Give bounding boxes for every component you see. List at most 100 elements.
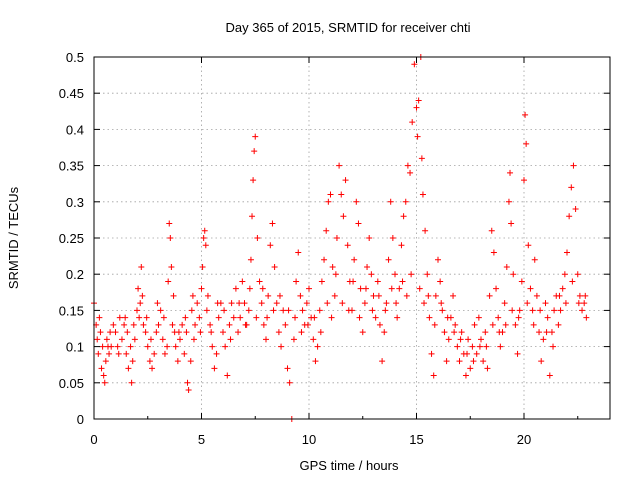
data-point-marker [509, 307, 516, 314]
data-point-marker [529, 307, 536, 314]
data-point-marker [97, 329, 104, 336]
data-point-marker [297, 292, 304, 299]
data-point-marker [276, 292, 283, 299]
data-point-marker [203, 307, 210, 314]
data-point-marker [550, 343, 557, 350]
data-point-marker [424, 271, 431, 278]
data-point-marker [214, 300, 221, 307]
data-point-marker [227, 336, 234, 343]
data-point-marker [184, 379, 191, 386]
data-point-marker [444, 314, 451, 321]
data-point-marker [155, 321, 162, 328]
data-point-marker [480, 358, 487, 365]
data-point-marker [339, 300, 346, 307]
data-point-marker [271, 263, 278, 270]
data-point-marker [221, 307, 228, 314]
data-point-marker [353, 198, 360, 205]
data-point-marker [437, 278, 444, 285]
data-point-marker [209, 343, 216, 350]
data-point-marker [441, 329, 448, 336]
data-point-marker [149, 365, 156, 372]
data-point-marker [299, 307, 306, 314]
data-point-marker [122, 314, 129, 321]
data-point-marker [259, 285, 266, 292]
data-point-marker [368, 271, 375, 278]
data-point-marker [253, 314, 260, 321]
data-point-marker [159, 336, 166, 343]
y-tick-label: 0.2 [66, 267, 84, 282]
data-point-marker [359, 329, 366, 336]
data-point-marker [125, 365, 132, 372]
data-point-marker [130, 321, 137, 328]
data-point-marker [131, 336, 138, 343]
data-point-marker [564, 249, 570, 256]
data-point-marker [540, 336, 547, 343]
data-point-marker [232, 285, 239, 292]
data-point-marker [213, 350, 220, 357]
data-point-marker [457, 336, 464, 343]
data-point-marker [101, 379, 108, 386]
data-point-marker [177, 336, 183, 343]
data-point-marker [114, 343, 121, 350]
data-point-marker [327, 191, 334, 198]
data-point-marker [104, 343, 111, 350]
data-point-marker [432, 292, 439, 299]
data-point-marker [396, 285, 403, 292]
data-point-marker [181, 350, 188, 357]
data-point-marker [413, 104, 420, 111]
data-point-marker [278, 343, 285, 350]
data-point-marker [581, 300, 588, 307]
data-point-marker [510, 271, 517, 278]
data-point-marker [112, 329, 119, 336]
data-point-marker [495, 314, 502, 321]
data-point-marker [142, 329, 149, 336]
data-point-marker [443, 358, 450, 365]
axis-ticks: 0 0.05 0.1 0.15 0.2 0.25 0.3 0.35 0.4 0.45 0.5 0 5 10… [59, 50, 610, 447]
data-point-marker [476, 343, 483, 350]
data-point-marker [199, 263, 206, 270]
data-point-marker [312, 358, 319, 365]
data-point-marker [100, 372, 107, 379]
data-point-marker [478, 336, 484, 343]
data-point-marker [470, 358, 477, 365]
data-point-marker [496, 329, 503, 336]
data-point-marker [557, 307, 564, 314]
data-point-marker [303, 300, 310, 307]
data-point-marker [536, 329, 543, 336]
data-point-marker [215, 314, 222, 321]
data-point-marker [579, 307, 586, 314]
data-point-marker [403, 292, 410, 299]
data-point-marker [304, 321, 311, 328]
data-point-marker [583, 314, 590, 321]
data-point-marker [502, 321, 509, 328]
x-tick-label: 5 [198, 432, 205, 447]
data-point-marker [140, 321, 147, 328]
data-point-marker [364, 263, 371, 270]
y-tick-label: 0.1 [66, 340, 84, 355]
data-point-marker [197, 329, 204, 336]
data-point-marker [507, 169, 514, 176]
data-point-marker [471, 321, 478, 328]
data-point-marker [333, 235, 340, 241]
data-point-marker [388, 285, 395, 292]
data-point-marker [285, 307, 292, 314]
data-point-marker [568, 184, 575, 191]
data-point-marker [566, 213, 573, 220]
data-point-marker [522, 111, 529, 118]
data-point-marker [525, 242, 532, 249]
data-point-marker [317, 329, 324, 336]
data-point-marker [292, 314, 299, 321]
data-point-marker [475, 314, 482, 321]
data-point-marker [414, 133, 421, 140]
data-point-marker [576, 292, 583, 299]
data-point-marker [375, 292, 382, 299]
data-point-marker [383, 300, 390, 307]
data-point-marker [439, 307, 446, 314]
data-point-marker [256, 278, 263, 285]
data-point-marker [456, 358, 463, 365]
data-point-marker [318, 278, 325, 285]
data-point-marker [201, 227, 208, 234]
data-point-marker [260, 321, 267, 328]
data-point-marker [194, 300, 201, 307]
data-point-marker [241, 300, 248, 307]
